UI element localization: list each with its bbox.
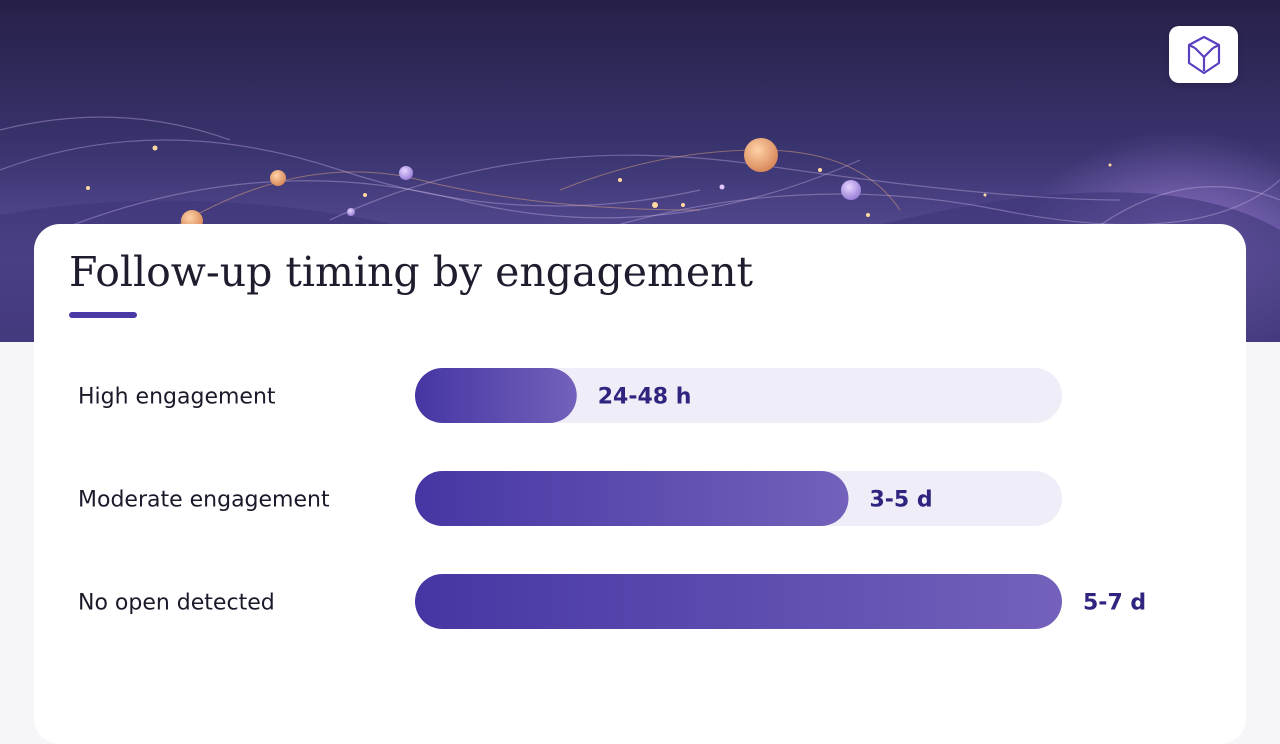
title-accent-bar: [69, 312, 137, 318]
bar: [415, 574, 1062, 629]
value-label: 24-48 h: [598, 385, 692, 410]
brand-logo-icon: [1187, 35, 1220, 74]
value-label: 3-5 d: [869, 488, 932, 513]
row-label: High engagement: [78, 385, 276, 410]
row-label: Moderate engagement: [78, 488, 330, 513]
bar: [415, 471, 849, 526]
slide-title: Follow-up timing by engagement: [69, 248, 754, 296]
row-label: No open detected: [78, 591, 275, 616]
bar: [415, 368, 577, 423]
value-label: 5-7 d: [1083, 591, 1146, 616]
bar-track: [415, 368, 1062, 423]
brand-logo: [1169, 26, 1238, 83]
engagement-bar-chart: High engagement 24-48 h Moderate engagemen…: [78, 368, 1146, 629]
